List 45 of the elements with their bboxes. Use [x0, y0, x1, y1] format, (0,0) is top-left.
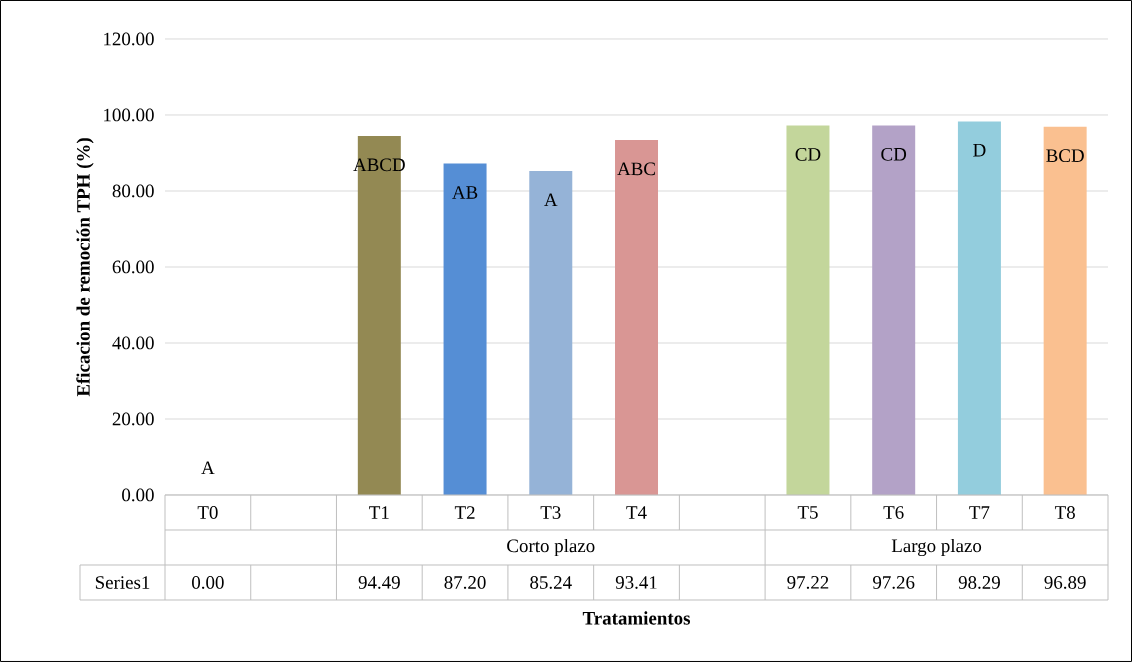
bar — [957, 121, 1001, 495]
annotation: D — [973, 144, 986, 157]
bar — [872, 125, 916, 495]
bar — [529, 171, 573, 495]
y-tick-label: 120.00 — [104, 32, 154, 46]
x-tick-label: T0 — [197, 506, 218, 519]
data-label: 87.20 — [444, 576, 486, 589]
y-tick-label: 40.00 — [112, 336, 154, 350]
y-tick-label: 20.00 — [112, 412, 154, 426]
y-tick-label: 100.00 — [104, 108, 154, 122]
annotation: A — [544, 193, 558, 207]
data-label: 97.26 — [873, 576, 915, 589]
bar — [615, 140, 659, 495]
x-tick-label: T6 — [883, 506, 904, 519]
text: Corto plazo — [507, 538, 595, 557]
annotation: CD — [881, 147, 907, 161]
y-axis-title: Eficacion de remoción TPH (%) — [76, 138, 94, 397]
y-tick-label: 60.00 — [112, 260, 154, 274]
y-tick-label: 0.00 — [122, 488, 154, 502]
data-label: 0.00 — [192, 576, 224, 589]
bar — [786, 125, 830, 495]
x-tick-label: T3 — [540, 506, 561, 519]
text: Series1 — [95, 576, 150, 589]
data-label: 85.24 — [530, 576, 572, 589]
data-label: 97.22 — [787, 576, 829, 589]
x-tick-label: T5 — [797, 506, 818, 519]
annotation: A — [201, 461, 215, 474]
x-tick-label: T2 — [454, 506, 475, 519]
bar — [443, 163, 487, 495]
data-label: 98.29 — [958, 576, 1000, 589]
data-label: 96.89 — [1044, 576, 1086, 589]
x-tick-label: T1 — [369, 506, 389, 519]
annotation: BCD — [1046, 149, 1084, 163]
y-tick-label: 80.00 — [112, 184, 154, 198]
data-label: 94.49 — [358, 576, 400, 589]
x-tick-label: T7 — [969, 506, 990, 519]
data-label: 93.41 — [615, 576, 657, 589]
annotation: ABC — [617, 162, 655, 176]
annotation: CD — [795, 148, 821, 161]
x-tick-label: T8 — [1054, 506, 1075, 519]
x-tick-label: T4 — [626, 506, 647, 519]
text: Largo plazo — [891, 538, 982, 557]
x-axis-title: Tratamientos — [582, 611, 691, 625]
annotation: AB — [452, 186, 478, 199]
bar — [1043, 126, 1087, 495]
